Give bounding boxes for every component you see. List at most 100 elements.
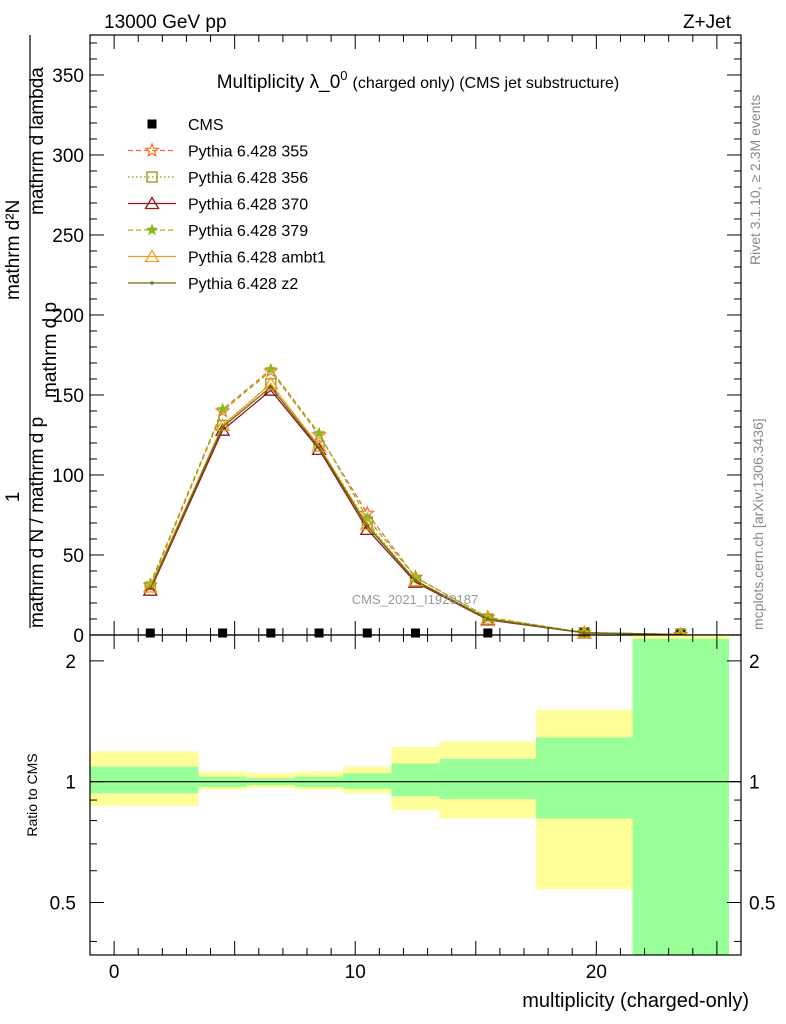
series-1-point-2	[263, 362, 279, 378]
series-5-point-2	[263, 376, 279, 390]
rivet-label: Rivet 3.1.10, ≥ 2.3M events	[747, 95, 763, 265]
series-6-point-4	[365, 524, 369, 528]
series-3-point-1	[214, 422, 231, 436]
main-y-tick-label-200: 200	[52, 306, 84, 327]
ratio-y-tick-label-right-2: 2	[749, 652, 760, 673]
ratio-x-axis: 0 10 20	[89, 635, 742, 983]
mcplots-label: mcplots.cern.ch [arXiv:1306.3436]	[750, 418, 766, 630]
ratio-y-axis: 0.5 0.5 1 1 2 2	[50, 652, 775, 942]
series-4-point-2	[264, 362, 278, 375]
ratio-y-label: Ratio to CMS	[24, 753, 40, 836]
ratio-band-green-5	[391, 763, 440, 797]
ratio-band-green-8	[632, 638, 729, 955]
ratio-band-green-4	[343, 773, 392, 789]
chart-title-sup: 0	[340, 68, 347, 83]
legend-entry-1: Pythia 6.428 355	[128, 142, 308, 161]
y-label-one: 1	[3, 492, 24, 503]
ratio-band-green-7	[536, 737, 633, 819]
series-5-point-0	[142, 579, 158, 593]
legend-entry-4: Pythia 6.428 379	[128, 223, 308, 240]
series-5-point-6	[480, 611, 496, 625]
main-x-ticks	[89, 35, 742, 635]
y-label-numerator-line2: mathrm d lambda	[27, 67, 48, 215]
energy-label: 13000 GeV pp	[104, 12, 227, 33]
series-4-point-1	[216, 402, 229, 415]
ratio-y-tick-label-right-1: 1	[749, 773, 760, 794]
series-0-point-4	[362, 628, 372, 638]
series-6-point-2	[269, 385, 273, 389]
legend-label-2: Pythia 6.428 356	[188, 170, 308, 187]
ratio-frame	[89, 634, 742, 956]
series-1-point-3	[311, 426, 327, 442]
series-6-point-5	[413, 579, 418, 583]
legend-label-6: Pythia 6.428 z2	[188, 276, 298, 293]
legend-label-0: CMS	[188, 117, 224, 134]
series-5-point-3	[311, 438, 327, 452]
ratio-y-tick-label-right-0.5: 0.5	[749, 894, 775, 915]
series-3-point-3	[311, 442, 327, 456]
legend-label-4: Pythia 6.428 379	[188, 223, 308, 240]
series-3-point-0	[142, 582, 158, 596]
series-5-point-4	[359, 517, 375, 531]
chart-watermark: CMS_2021_I1920187	[352, 592, 479, 607]
y-axis-label: 1 mathrm d²N mathrm d lambda mathrm d N …	[3, 35, 61, 628]
series-6-point-6	[486, 617, 490, 621]
y-label-denominator-line2: mathrm d p	[40, 302, 61, 398]
main-y-tick-label-150: 150	[52, 386, 84, 407]
chart-title-rest: (charged only) (CMS jet substructure)	[353, 75, 620, 92]
series-0-point-3	[314, 628, 324, 638]
legend-marker-5	[144, 249, 160, 263]
ratio-y-tick-label-left-1: 1	[65, 773, 76, 794]
series-line-1	[149, 370, 681, 636]
x-tick-label-0: 0	[109, 962, 120, 983]
series-6-point-0	[148, 587, 152, 591]
series-6-point-3	[317, 446, 321, 450]
series-5-point-5	[407, 573, 424, 587]
legend-entry-3: Pythia 6.428 370	[128, 196, 308, 214]
ratio-band-green-6	[439, 758, 537, 800]
main-y-tick-label-250: 250	[52, 226, 84, 247]
main-y-tick-label-350: 350	[52, 66, 84, 87]
ratio-band-green-0	[90, 766, 199, 794]
main-y-tick-label-50: 50	[63, 546, 84, 567]
series-6-point-1	[221, 425, 225, 429]
series-6-point-7	[582, 631, 586, 635]
main-y-tick-label-100: 100	[52, 466, 84, 487]
chart-title: Multiplicity λ_00 (charged only) (CMS jet…	[217, 68, 620, 93]
series-1-point-1	[214, 402, 231, 418]
main-y-tick-label-300: 300	[52, 146, 84, 167]
legend-marker-1	[144, 142, 160, 158]
legend-label-1: Pythia 6.428 355	[188, 144, 308, 161]
legend-marker-0	[147, 119, 157, 129]
series-6	[148, 385, 683, 637]
legend-label-5: Pythia 6.428 ambt1	[188, 250, 326, 267]
main-y-tick-label-0: 0	[73, 626, 84, 647]
ratio-bands	[90, 635, 729, 955]
legend-label-3: Pythia 6.428 370	[188, 197, 308, 214]
series-line-4	[149, 368, 681, 636]
series-4-point-3	[312, 426, 326, 439]
series-0-point-2	[266, 628, 276, 638]
y-label-denominator-line1: mathrm d N / mathrm d p	[27, 417, 48, 628]
series-0-point-5	[411, 628, 420, 638]
legend-entry-6: Pythia 6.428 z2	[128, 276, 298, 293]
ratio-y-tick-label-left-0.5: 0.5	[50, 894, 76, 915]
legend-marker-3	[144, 196, 160, 210]
legend-entry-2: Pythia 6.428 356	[128, 170, 308, 187]
x-tick-label-10: 10	[345, 962, 366, 983]
x-tick-label-20: 20	[586, 962, 607, 983]
legend-marker-2	[146, 171, 158, 183]
series-0-point-1	[218, 628, 228, 638]
legend-entry-0: CMS	[147, 117, 224, 134]
legend: CMS Pythia 6.428 355 Pythia 6.428 356 Pythi…	[128, 117, 326, 293]
series-0-point-0	[145, 628, 155, 638]
legend-marker-6	[150, 281, 154, 285]
x-axis-label: multiplicity (charged-only)	[522, 990, 749, 1012]
legend-entry-5: Pythia 6.428 ambt1	[128, 249, 326, 267]
ratio-panel: 0.5 0.5 1 1 2 2 0 10 20 Ratio to CMS multiplici…	[24, 634, 775, 1012]
ratio-y-tick-label-left-2: 2	[65, 652, 76, 673]
process-label: Z+Jet	[683, 12, 732, 33]
y-label-numerator-line1: mathrm d²N	[3, 200, 24, 300]
